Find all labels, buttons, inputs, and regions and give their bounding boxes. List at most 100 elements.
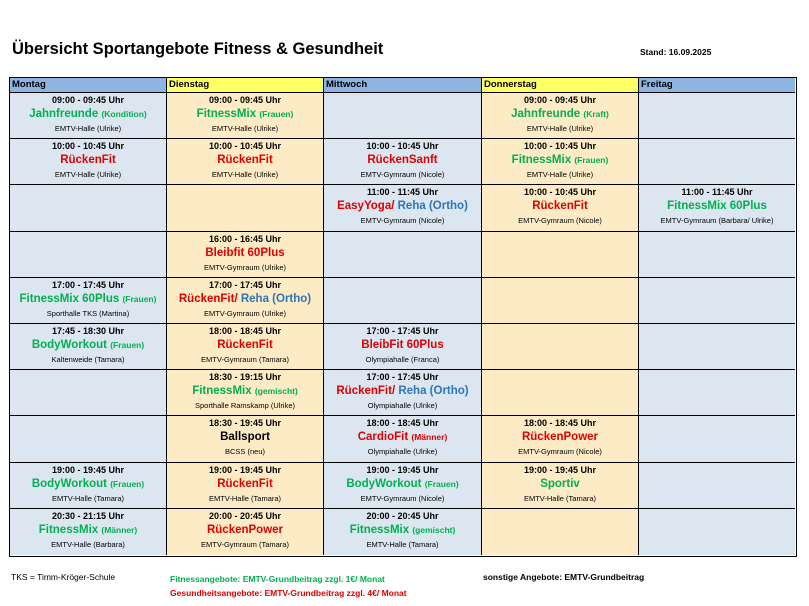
- course-name-part: Reha (Ortho): [397, 200, 468, 213]
- time: 09:00 - 09:45 Uhr: [51, 95, 125, 105]
- course-name: BodyWorkout (Frauen): [10, 337, 166, 354]
- schedule-cell: [10, 185, 167, 232]
- schedule-cell: 10:00 - 10:45 Uhr RückenFit EMTV-Halle (Ul…: [167, 139, 324, 186]
- location: EMTV-Halle (Ulrike): [526, 124, 594, 133]
- location: EMTV-Gymraum (Nicole): [360, 493, 445, 503]
- course-name: FitnessMix (Frauen): [167, 106, 323, 123]
- course-name-part: BodyWorkout: [346, 477, 422, 490]
- time: 11:00 - 11:45 Uhr: [366, 187, 439, 198]
- time: 18:00 - 18:45 Uhr: [208, 326, 282, 336]
- course-name: EasyYoga/ Reha (Ortho): [324, 198, 481, 215]
- schedule-cell: [639, 508, 795, 555]
- schedule-cell: 09:00 - 09:45 Uhr Jahnfreunde (Kondition)…: [10, 93, 167, 140]
- location: Olympiahalle (Ulrike): [367, 401, 438, 411]
- schedule-cell: [639, 93, 795, 140]
- course-name: Bleibfit 60Plus: [167, 245, 323, 262]
- course-name-part: BodyWorkout: [31, 339, 107, 351]
- schedule-cell: 10:00 - 10:45 Uhr FitnessMix (Frauen) EMTV…: [482, 139, 639, 186]
- schedule-cell: [639, 139, 795, 186]
- location: EMTV-Halle (Ulrike): [211, 124, 279, 133]
- course-name: BodyWorkout (Frauen): [324, 476, 481, 493]
- course-name-part: Reha (Ortho): [398, 385, 469, 398]
- time: 09:00 - 09:45 Uhr: [523, 95, 597, 105]
- location: EMTV-Gymraum (Barbara/ Ulrike): [660, 216, 774, 226]
- location: EMTV-Gymraum (Nicole): [518, 216, 602, 226]
- schedule-cell: 19:00 - 19:45 Uhr BodyWorkout (Frauen) EMT…: [324, 462, 482, 509]
- location: EMTV-Halle (Ulrike): [211, 170, 279, 180]
- schedule-cell: [10, 416, 167, 463]
- schedule-cell: 17:00 - 17:45 Uhr BleibFit 60Plus Olympiah…: [324, 324, 482, 371]
- course-name-part: BleibFit 60Plus: [361, 339, 444, 351]
- course-name-part: (Frauen): [122, 293, 157, 304]
- course-name: RückenFit: [482, 198, 638, 215]
- schedule-cell: 18:00 - 18:45 Uhr CardioFit (Männer) Olymp…: [324, 416, 482, 463]
- course-name-part: Ballsport: [220, 431, 270, 444]
- course-name-part: RückenFit: [217, 339, 273, 351]
- schedule-cell: [639, 370, 795, 417]
- schedule-cell: [482, 370, 639, 417]
- course-name-part: (Frauen): [424, 478, 459, 489]
- schedule-cell: 10:00 - 10:45 Uhr RückenFit EMTV-Halle (Ul…: [10, 139, 167, 186]
- time: 18:00 - 18:45 Uhr: [366, 418, 439, 429]
- schedule-cell: 18:30 - 19:15 Uhr FitnessMix (gemischt) Sp…: [167, 370, 324, 417]
- schedule-cell: [10, 370, 167, 417]
- course-name-part: FitnessMix: [196, 108, 257, 120]
- course-name: BodyWorkout (Frauen): [10, 476, 166, 493]
- time: 17:00 - 17:45 Uhr: [208, 279, 282, 290]
- schedule-cell: [324, 277, 482, 324]
- course-name-part: RückenFit: [532, 200, 588, 213]
- course-name: Jahnfreunde (Kondition): [10, 106, 166, 123]
- course-name: FitnessMix (Frauen): [482, 152, 638, 169]
- course-name: RückenFit/ Reha (Ortho): [324, 383, 481, 400]
- schedule-cell: [639, 231, 795, 278]
- schedule-cell: 17:45 - 18:30 Uhr BodyWorkout (Frauen) Kal…: [10, 324, 167, 371]
- schedule-table: Montag Dienstag Mittwoch Donnerstag Freitag 0…: [9, 77, 797, 557]
- course-name-part: (Frauen): [110, 340, 145, 350]
- schedule-cell: 17:00 - 17:45 Uhr RückenFit/ Reha (Ortho)…: [324, 370, 482, 417]
- column-header: Freitag: [639, 78, 795, 93]
- schedule-cell: 19:00 - 19:45 Uhr RückenFit EMTV-Halle (Ta…: [167, 462, 324, 509]
- schedule-cell: 10:00 - 10:45 Uhr RückenFit EMTV-Gymraum (…: [482, 185, 639, 232]
- course-name-part: FitnessMix: [349, 523, 410, 536]
- location: EMTV-Halle (Ulrike): [54, 124, 122, 133]
- location: EMTV-Gymraum (Ulrike): [203, 308, 287, 318]
- location: EMTV-Halle (Ulrike): [526, 170, 594, 180]
- schedule-cell: [482, 277, 639, 324]
- schedule-cell: 11:00 - 11:45 Uhr EasyYoga/ Reha (Ortho) E…: [324, 185, 482, 232]
- location: EMTV-Halle (Ulrike): [54, 170, 122, 180]
- time: 19:00 - 19:45 Uhr: [208, 464, 282, 475]
- course-name-part: FitnessMix: [38, 523, 99, 536]
- time: 10:00 - 10:45 Uhr: [208, 141, 282, 152]
- course-name-part: (Männer): [411, 432, 448, 443]
- course-name: Jahnfreunde (Kraft): [482, 106, 638, 123]
- course-name-part: (Frauen): [259, 109, 294, 119]
- time: 18:30 - 19:15 Uhr: [208, 372, 282, 383]
- location: EMTV-Gymraum (Nicole): [518, 447, 602, 457]
- schedule-cell: 10:00 - 10:45 Uhr RückenSanft EMTV-Gymraum…: [324, 139, 482, 186]
- schedule-cell: 09:00 - 09:45 Uhr FitnessMix (Frauen) EMTV…: [167, 93, 324, 140]
- time: 20:00 - 20:45 Uhr: [366, 510, 439, 521]
- schedule-cell: [639, 462, 795, 509]
- location: EMTV-Halle (Tamara): [523, 493, 597, 503]
- schedule-cell: 19:00 - 19:45 Uhr Sportiv EMTV-Halle (Tama…: [482, 462, 639, 509]
- course-name-part: Bleibfit 60Plus: [205, 246, 285, 259]
- column-header: Montag: [10, 78, 167, 93]
- schedule-cell: 09:00 - 09:45 Uhr Jahnfreunde (Kraft) EMTV…: [482, 93, 639, 140]
- schedule-cell: [639, 277, 795, 324]
- time: 18:00 - 18:45 Uhr: [523, 418, 597, 429]
- schedule-cell: [482, 508, 639, 555]
- schedule-cell: [482, 324, 639, 371]
- schedule-cell: 20:00 - 20:45 Uhr RückenPower EMTV-Gymraum…: [167, 508, 324, 555]
- course-name-part: FitnessMix 60Plus: [19, 292, 120, 305]
- course-name-part: FitnessMix 60Plus: [667, 200, 767, 213]
- course-name-part: RückenFit/: [178, 292, 238, 305]
- course-name-part: Sportiv: [540, 477, 580, 490]
- course-name: BleibFit 60Plus: [324, 337, 481, 354]
- course-name: RückenFit: [167, 476, 323, 493]
- course-name-part: RückenFit: [60, 154, 116, 167]
- pricing-line: Gesundheitsangebote: EMTV-Grundbeitrag z…: [170, 588, 407, 598]
- course-name: RückenPower: [482, 429, 638, 446]
- course-name: RückenSanft: [324, 152, 481, 169]
- schedule-cell: 17:00 - 17:45 Uhr RückenFit/ Reha (Ortho)…: [167, 277, 324, 324]
- stand-date: Stand: 16.09.2025: [640, 47, 712, 57]
